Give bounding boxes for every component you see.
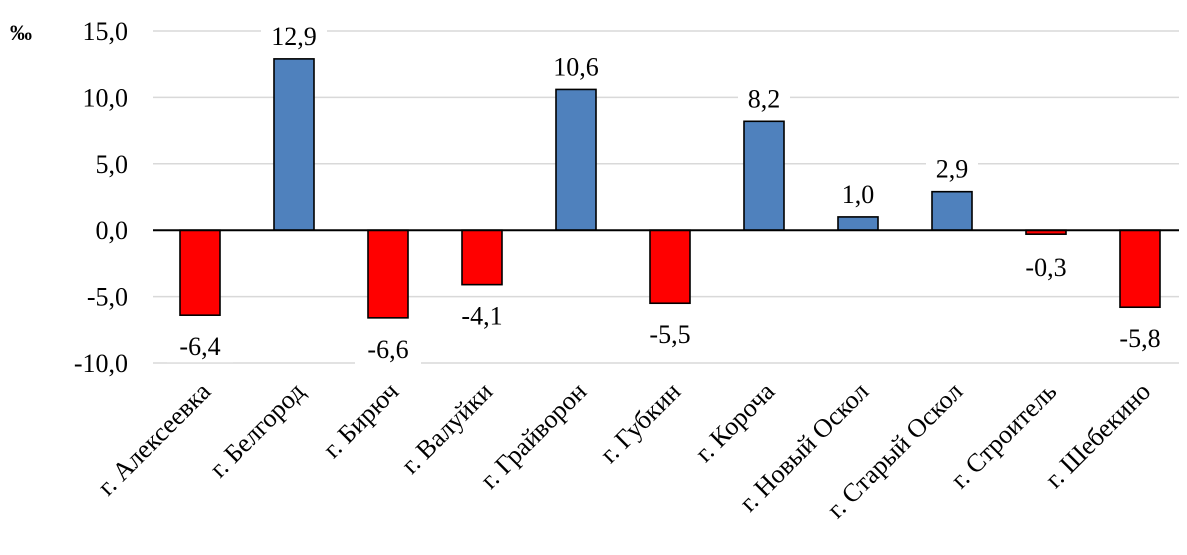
bar <box>1119 229 1161 309</box>
data-labels: -6,4 12,9 -6,6 -4,1 10,6 -5,5 8,2 1,0 2,9 -0,3 -5,… <box>167 18 1173 365</box>
bar <box>367 229 409 319</box>
category-label: г. Губкин <box>594 377 686 469</box>
gridlines <box>153 30 1179 364</box>
bar <box>179 229 221 316</box>
bar <box>931 190 973 232</box>
data-label: -6,4 <box>179 332 220 361</box>
bar <box>273 58 315 231</box>
data-label: 1,0 <box>842 180 875 209</box>
bars <box>179 58 1161 319</box>
data-label: 8,2 <box>748 84 781 113</box>
y-tick-label: -10,0 <box>74 349 128 378</box>
y-tick-label: 0,0 <box>96 216 129 245</box>
bar <box>649 229 691 305</box>
bar <box>743 120 785 231</box>
data-label-background <box>637 317 703 351</box>
unit-label: ‰ <box>10 20 32 45</box>
bar <box>461 229 503 286</box>
data-label: 2,9 <box>936 155 969 184</box>
data-label-background <box>261 18 327 52</box>
category-label: г. Бирюч <box>317 377 404 464</box>
data-label-background <box>543 49 609 83</box>
y-axis-ticks: 15,0 10,0 5,0 0,0 -5,0 -10,0 <box>74 17 128 378</box>
data-label-background <box>355 331 421 365</box>
data-label: -5,8 <box>1119 324 1160 353</box>
bar <box>837 216 879 231</box>
data-label: -4,1 <box>461 302 502 331</box>
y-tick-label: 10,0 <box>83 83 129 112</box>
data-label-background <box>832 176 884 210</box>
data-label: -0,3 <box>1025 253 1066 282</box>
data-label-background <box>1107 321 1173 355</box>
data-label-background <box>167 329 233 363</box>
category-label: г. Белгород <box>204 377 311 484</box>
data-label: -5,5 <box>649 320 690 349</box>
y-tick-label: -5,0 <box>87 283 128 312</box>
category-label: г. Алексеевка <box>92 376 217 501</box>
bar <box>555 88 597 232</box>
y-tick-label: 15,0 <box>83 17 129 46</box>
y-tick-label: 5,0 <box>96 150 129 179</box>
data-label-background <box>449 298 515 332</box>
data-label: 10,6 <box>553 52 599 81</box>
data-label-background <box>738 81 790 115</box>
data-label: 12,9 <box>271 22 317 51</box>
data-label-background <box>926 151 978 185</box>
category-label: г. Валуйки <box>396 377 499 480</box>
category-label: г. Короча <box>689 376 780 467</box>
data-label-background <box>1013 250 1079 284</box>
data-label: -6,6 <box>367 335 408 364</box>
